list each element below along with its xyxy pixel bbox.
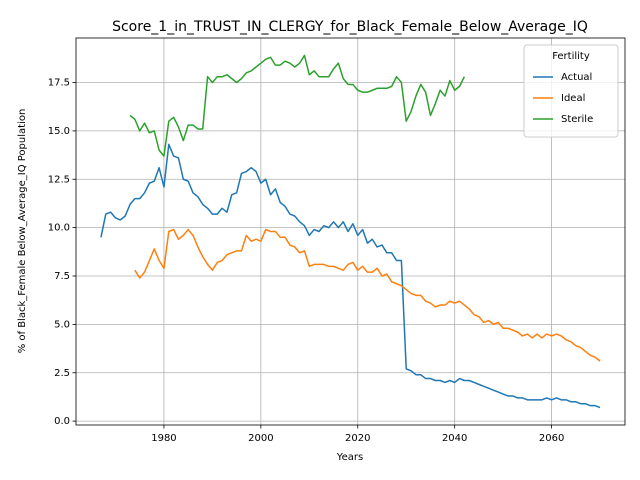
- y-tick-label: 7.5: [54, 271, 70, 282]
- x-tick-label: 2000: [248, 433, 273, 444]
- legend-title: Fertility: [552, 51, 590, 62]
- y-axis-label: % of Black_Female Below_Average_IQ Popul…: [17, 109, 28, 354]
- series-line: [129, 54, 466, 157]
- x-axis-label: Years: [336, 452, 363, 463]
- series-line: [100, 143, 601, 409]
- y-tick-label: 10.0: [48, 223, 70, 234]
- y-tick-label: 12.5: [48, 174, 70, 185]
- series-line: [134, 228, 601, 362]
- legend-label: Sterile: [561, 114, 593, 125]
- axes-frame: [75, 37, 626, 426]
- legend-box: [523, 44, 619, 138]
- chart-title: Score_1_in_TRUST_IN_CLERGY_for_Black_Fem…: [112, 19, 588, 35]
- legend-label: Ideal: [561, 93, 585, 104]
- x-tick-label: 2040: [442, 433, 467, 444]
- y-tick-label: 2.5: [54, 368, 70, 379]
- x-tick-label: 2060: [539, 433, 564, 444]
- y-tick-label: 5.0: [54, 319, 70, 330]
- legend-label: Actual: [561, 72, 592, 83]
- y-tick-label: 0.0: [54, 416, 70, 427]
- y-tick-label: 17.5: [48, 78, 70, 89]
- x-tick-label: 2020: [345, 433, 370, 444]
- x-tick-label: 1980: [151, 433, 176, 444]
- y-tick-label: 15.0: [48, 126, 70, 137]
